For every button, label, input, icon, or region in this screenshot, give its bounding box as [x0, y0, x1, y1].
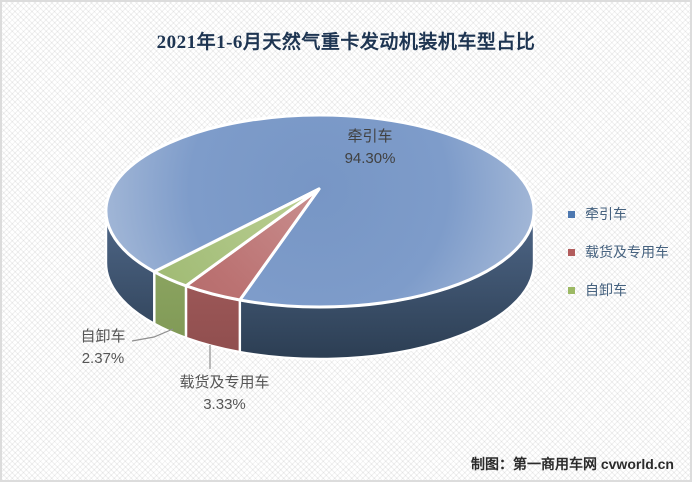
legend-item-tractor: 牵引车: [568, 206, 669, 223]
callout-cargo: 载货及专用车 3.33%: [152, 373, 297, 415]
legend-marker-tractor-icon: [568, 210, 575, 218]
legend: 牵引车 载货及专用车 自卸车: [568, 206, 669, 320]
legend-label-dump: 自卸车: [585, 284, 627, 299]
legend-label-tractor: 牵引车: [585, 208, 627, 223]
pie-slice-dump: [152, 187, 321, 288]
legend-label-cargo: 载货及专用车: [585, 246, 669, 261]
legend-marker-cargo-icon: [568, 248, 575, 256]
legend-item-cargo: 载货及专用车: [568, 244, 669, 261]
pie-slice-tractor: [104, 113, 536, 309]
callout-tractor: 牵引车 94.30%: [318, 127, 422, 169]
callout-cargo-value: 3.33%: [203, 396, 246, 413]
callout-tractor-label: 牵引车: [347, 129, 393, 145]
attribution: 制图：第一商用车网 cvworld.cn: [470, 456, 674, 472]
callout-dump-label: 自卸车: [80, 329, 126, 345]
chart-title: 2021年1-6月天然气重卡发动机装机车型占比: [156, 32, 536, 53]
callout-dump-value: 2.37%: [81, 350, 125, 367]
legend-item-dump: 自卸车: [568, 282, 669, 299]
callout-cargo-label: 载货及专用车: [179, 375, 270, 391]
callout-tractor-value: 94.30%: [344, 150, 396, 167]
leader-line-dump: [131, 328, 174, 342]
legend-marker-dump-icon: [568, 286, 575, 294]
callout-dump: 自卸车 2.37%: [58, 327, 148, 369]
